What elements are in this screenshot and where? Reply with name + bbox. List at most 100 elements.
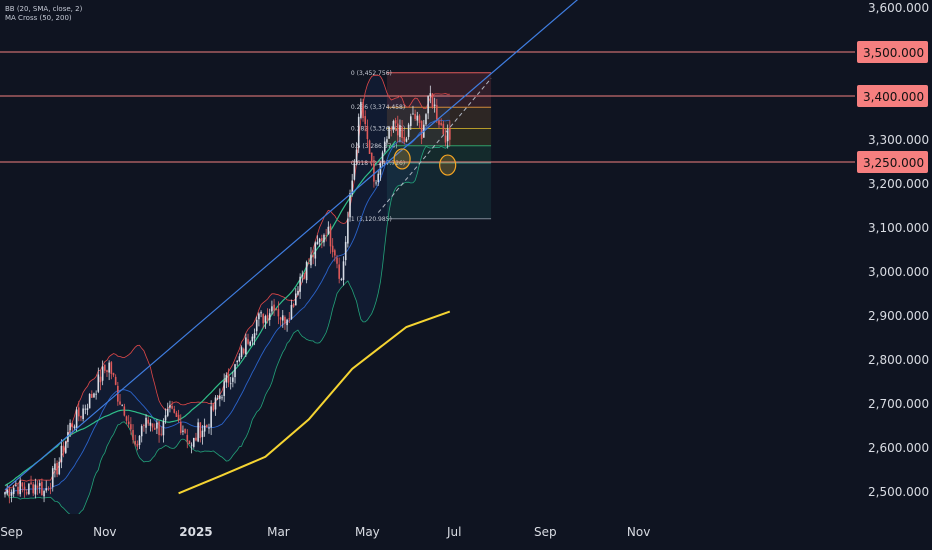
candle-body [240, 347, 243, 357]
price-level-badge-label: 3,400.000 [863, 90, 924, 104]
candle-body [119, 401, 121, 405]
candle-body [314, 242, 317, 259]
candle-body [227, 374, 230, 383]
candle-body [362, 101, 364, 119]
candle-body [238, 356, 241, 362]
candle-body [262, 314, 265, 324]
candle-body [73, 426, 76, 428]
candle-body [6, 489, 8, 494]
candle-body [188, 440, 191, 445]
indicator-legend[interactable]: BB (20, SMA, close, 2) MA Cross (50, 200… [5, 5, 82, 23]
candle-body [247, 339, 249, 344]
candle-body [279, 317, 282, 320]
candle-body [427, 96, 429, 114]
candle-body [347, 218, 349, 244]
candle-body [416, 115, 419, 121]
candle-body [401, 127, 403, 138]
candle-body [216, 398, 219, 399]
price-level-badges: 3,500.000 3,400.000 3,250.000 [857, 41, 928, 173]
fib-level-label: 0.382 (3,326.022) [351, 126, 405, 133]
candle-body [104, 364, 106, 371]
candle-body [394, 120, 397, 124]
candle-body [253, 333, 256, 339]
candle-body [108, 362, 110, 373]
candle-body [171, 405, 173, 409]
time-tick-label: Sep [534, 525, 557, 539]
candle-body [446, 128, 449, 142]
candle-body [219, 395, 221, 399]
candle-body [299, 276, 301, 292]
fib-zone [386, 72, 492, 108]
candle-body [242, 348, 245, 354]
price-axis[interactable]: 2,500.000 2,600.000 2,700.000 2,800.000 2,90… [855, 0, 932, 550]
candle-body [303, 275, 306, 279]
candle-body [249, 341, 252, 346]
candle-body [318, 238, 321, 243]
candle-body [251, 336, 254, 342]
candle-body [197, 422, 199, 442]
time-axis[interactable]: Sep Nov 2025 Mar May Jul Sep Nov [0, 514, 855, 550]
candle-body [101, 366, 104, 381]
candle-body [10, 492, 13, 496]
candle-body [436, 105, 438, 120]
legend-bb[interactable]: BB (20, SMA, close, 2) [5, 5, 83, 13]
candle-body [77, 407, 80, 417]
candle-body [223, 381, 225, 396]
candle-body [153, 427, 156, 430]
candle-body [357, 116, 360, 149]
candle-body [130, 424, 132, 430]
candle-body [164, 415, 167, 421]
candle-body [381, 152, 384, 163]
candle-body [56, 463, 58, 475]
candle-body [409, 116, 412, 126]
channel-dashed-line [377, 78, 492, 213]
candle-body [433, 104, 436, 107]
horizontal-levels [0, 51, 855, 163]
candle-body [112, 372, 115, 376]
candle-body [258, 313, 260, 320]
candle-body [95, 393, 97, 395]
time-tick-label: Jul [446, 525, 461, 539]
candle-body [375, 182, 377, 184]
candle-body [429, 93, 432, 97]
candle-body [82, 408, 84, 420]
candle-body [54, 463, 56, 470]
highlight-circle [439, 154, 457, 176]
candle-body [344, 241, 347, 261]
candle-body [364, 116, 367, 125]
price-tick-label: 2,700.000 [868, 397, 929, 411]
price-tick-label: 2,900.000 [868, 309, 929, 323]
candle-body [71, 423, 74, 428]
fib-level-label: 0.618 (3,247.726) [351, 160, 405, 167]
candle-body [123, 406, 126, 416]
candle-body [147, 419, 150, 424]
candle-body [51, 468, 54, 487]
fib-zone [386, 145, 492, 164]
candle-body [266, 315, 269, 321]
candle-body [390, 128, 393, 130]
candle-body [316, 241, 319, 245]
candle-body [214, 397, 217, 410]
candle-body [88, 393, 91, 409]
candle-body [425, 114, 427, 125]
candle-body [414, 113, 416, 119]
price-level-badge [857, 151, 928, 173]
candle-body [134, 441, 136, 445]
candle-body [12, 487, 15, 494]
time-tick-label: Nov [93, 525, 116, 539]
candle-body [184, 429, 186, 433]
candle-body [225, 375, 228, 383]
legend-ma-cross[interactable]: MA Cross (50, 200) [5, 14, 72, 22]
candle-body [412, 113, 414, 115]
time-tick-label: Sep [0, 525, 23, 539]
candle-body [186, 435, 189, 442]
candle-body [80, 416, 82, 418]
candle-body [138, 435, 141, 446]
candle-body [349, 192, 351, 218]
candle-body [236, 360, 238, 363]
candle-body [173, 408, 176, 413]
candle-body [43, 490, 45, 497]
candle-body [86, 408, 89, 410]
candle-body [17, 486, 19, 494]
